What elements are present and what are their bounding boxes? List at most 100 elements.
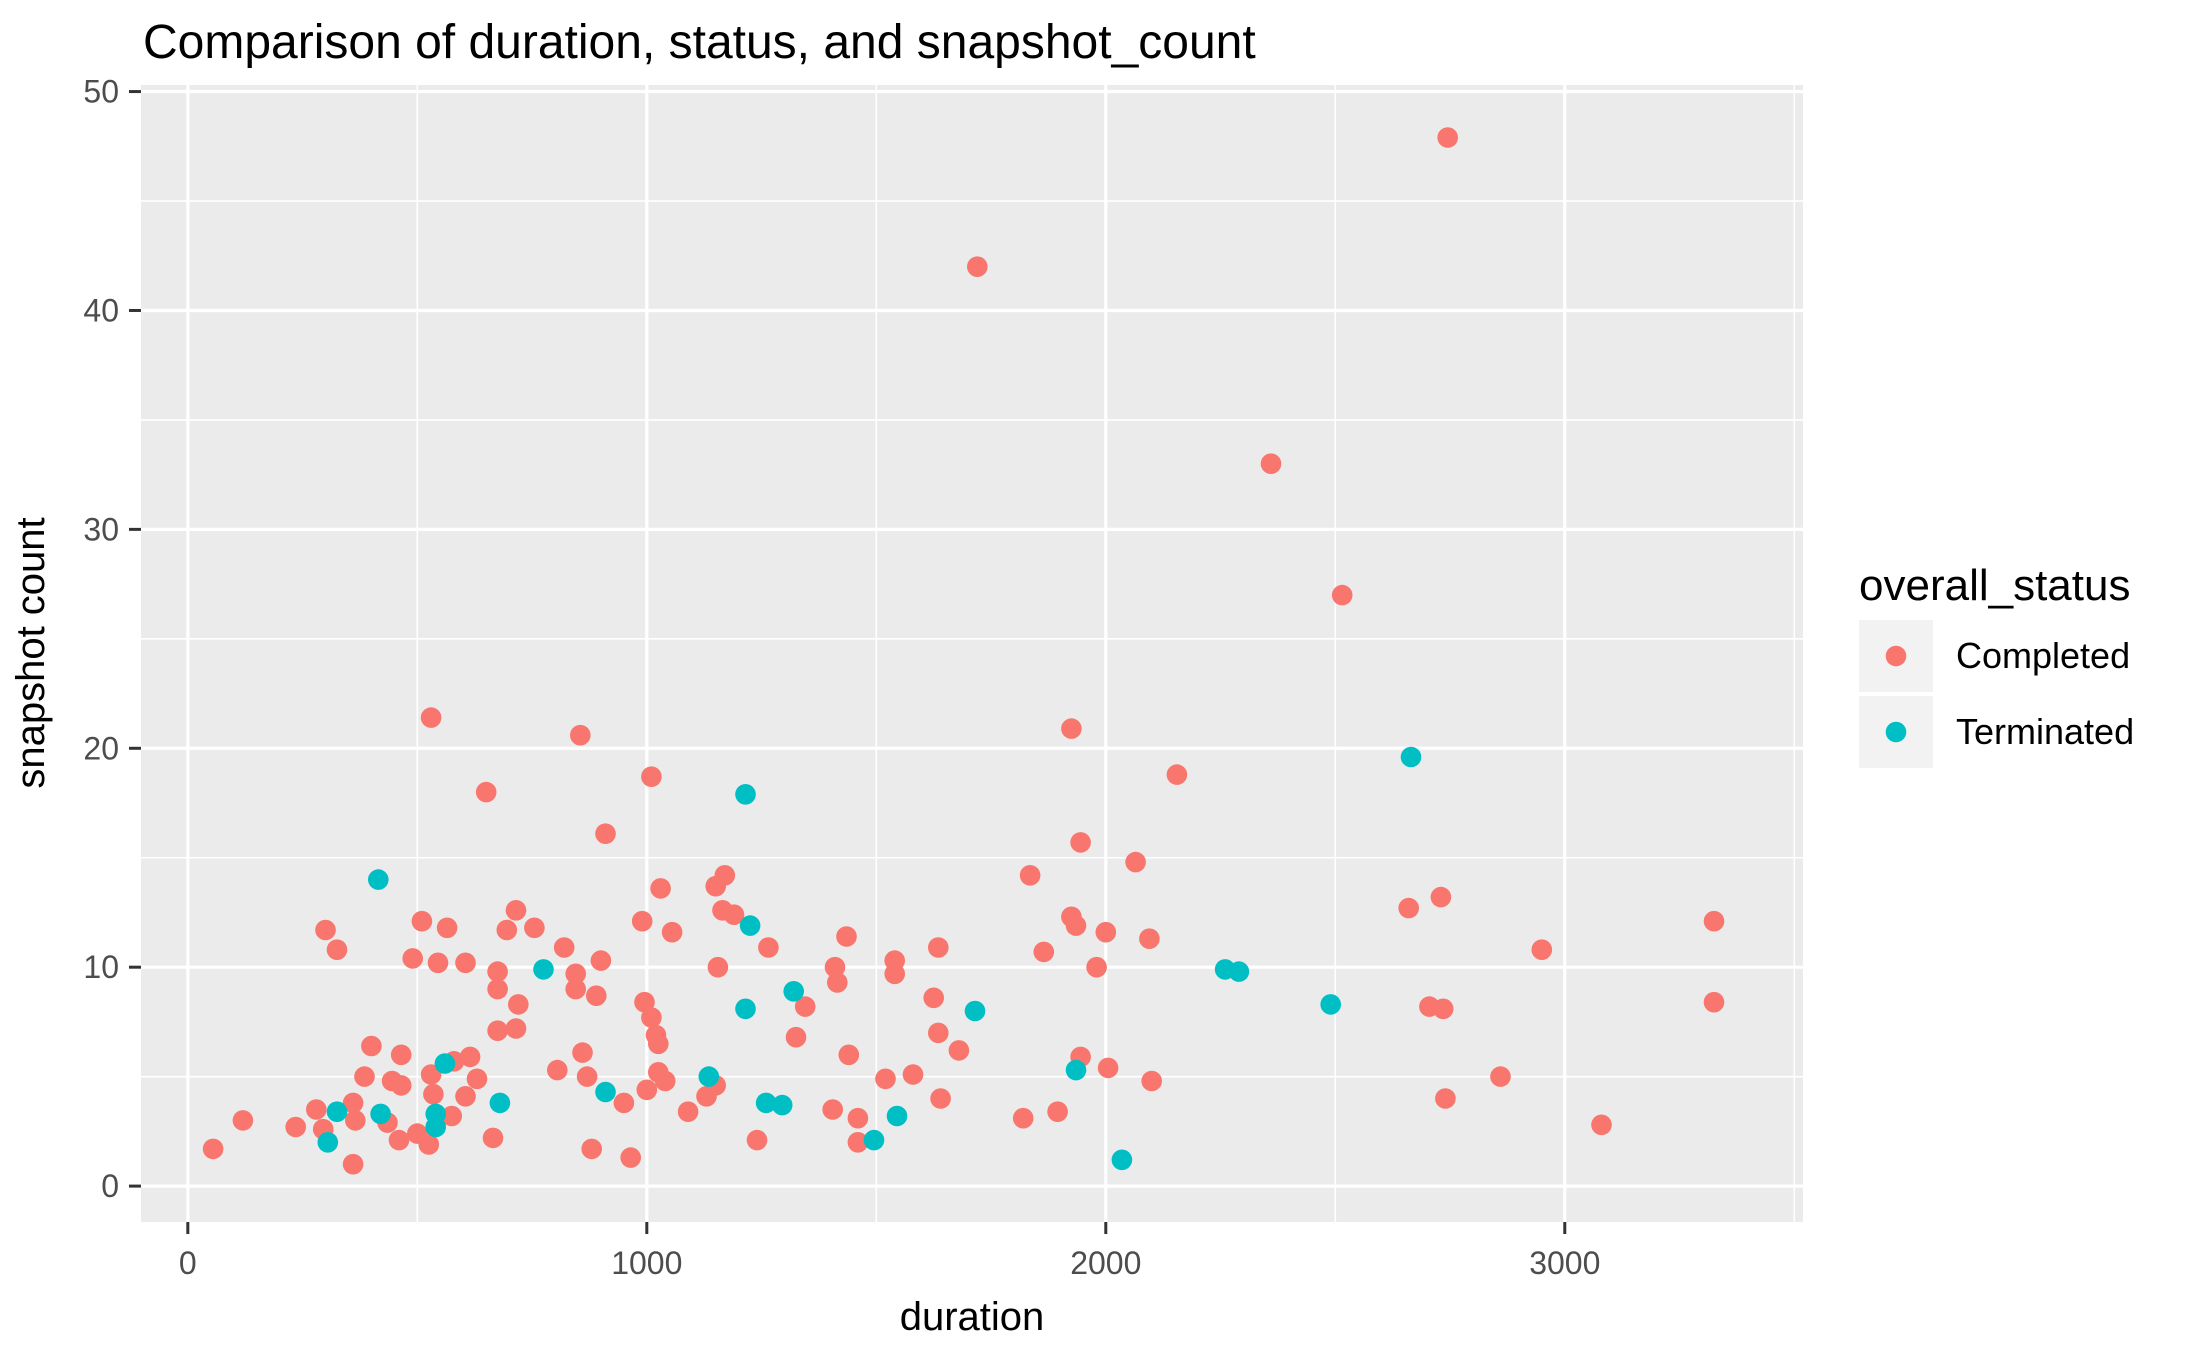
x-tick-label: 0 [179, 1245, 197, 1281]
data-point [390, 1075, 412, 1096]
data-point [1435, 1088, 1456, 1109]
data-point [423, 1083, 444, 1105]
data-point [723, 904, 745, 925]
data-point [964, 1000, 986, 1022]
data-point [315, 919, 336, 941]
data-point [326, 1101, 348, 1122]
data-point [411, 910, 433, 932]
data-point [590, 950, 612, 971]
data-point [1703, 991, 1725, 1013]
minor-gridlines [141, 85, 1803, 1222]
data-point [677, 1101, 699, 1122]
data-point [354, 1066, 375, 1087]
data-point [576, 1066, 598, 1087]
data-point [838, 1044, 860, 1066]
data-point [595, 1081, 616, 1103]
legend-title: overall_status [1859, 561, 2130, 610]
data-point [648, 1033, 669, 1055]
data-point [884, 963, 905, 985]
plot-panel [141, 85, 1803, 1222]
data-points-layer [202, 127, 1725, 1175]
data-point [326, 939, 348, 960]
data-point [1490, 1066, 1511, 1087]
chart-title: Comparison of duration, status, and snap… [143, 16, 1256, 69]
data-point [739, 915, 761, 936]
data-point [505, 1018, 527, 1039]
data-point [402, 948, 424, 969]
data-point [565, 978, 586, 1000]
data-point [459, 1046, 481, 1068]
y-tick-label: 30 [83, 511, 119, 547]
data-point [420, 1064, 442, 1085]
data-point [714, 865, 736, 886]
data-point [847, 1132, 869, 1153]
data-point [827, 972, 848, 993]
data-point [1012, 1107, 1034, 1129]
legend-label-terminated: Terminated [1956, 711, 2134, 752]
data-point [487, 1020, 508, 1041]
data-point [547, 1059, 568, 1081]
y-tick-label: 0 [101, 1168, 119, 1204]
data-point [1432, 998, 1454, 1020]
data-point [923, 987, 944, 1009]
x-tick-label: 3000 [1529, 1245, 1600, 1281]
data-point [581, 1138, 602, 1160]
data-point [368, 869, 389, 890]
data-point [707, 956, 729, 978]
data-point [735, 784, 756, 805]
data-point [1065, 1059, 1087, 1081]
data-point [1095, 921, 1117, 943]
x-axis-tick-labels: 0 1000 2000 3000 [179, 1245, 1600, 1281]
data-point [427, 952, 449, 974]
legend-dot-completed-icon [1885, 645, 1907, 667]
data-point [455, 1086, 476, 1107]
major-gridlines [141, 85, 1803, 1222]
data-point [1228, 961, 1250, 982]
data-point [524, 917, 545, 939]
data-point [1141, 1070, 1162, 1092]
data-point [746, 1129, 768, 1151]
data-point [902, 1064, 924, 1085]
data-point [565, 963, 586, 985]
series-terminated [317, 746, 1422, 1171]
data-point [948, 1040, 970, 1061]
data-point [1019, 865, 1041, 886]
data-point [1400, 746, 1422, 768]
data-point [342, 1092, 364, 1114]
legend-dot-terminated-icon [1885, 721, 1907, 743]
data-point [570, 724, 591, 746]
data-point [755, 1092, 777, 1114]
data-point [586, 985, 607, 1006]
x-axis-title: duration [900, 1295, 1045, 1339]
data-point [771, 1094, 793, 1116]
data-point [370, 1103, 391, 1125]
data-point [1398, 897, 1419, 919]
legend-label-completed: Completed [1956, 635, 2130, 676]
data-point [847, 1107, 869, 1129]
data-point [928, 937, 949, 958]
data-point [698, 1066, 720, 1087]
data-point [1065, 915, 1087, 936]
data-point [1260, 453, 1282, 475]
data-point [875, 1068, 896, 1090]
data-point [390, 1044, 412, 1066]
data-point [1033, 941, 1055, 963]
data-point [928, 1022, 949, 1044]
data-point [650, 878, 671, 899]
data-point [930, 1088, 951, 1109]
data-point [436, 917, 458, 939]
data-point [1125, 851, 1146, 873]
data-point [735, 998, 756, 1020]
y-tick-label: 20 [83, 730, 119, 766]
data-point [345, 1110, 366, 1131]
data-point [661, 921, 683, 943]
y-axis-tick-labels: 0 10 20 30 40 50 [83, 74, 119, 1205]
data-point [613, 1092, 635, 1114]
data-point [654, 1070, 676, 1092]
data-point [1086, 956, 1107, 978]
data-point [1320, 994, 1341, 1015]
data-point [1139, 928, 1160, 949]
data-point [285, 1116, 307, 1138]
data-point [482, 1127, 504, 1149]
